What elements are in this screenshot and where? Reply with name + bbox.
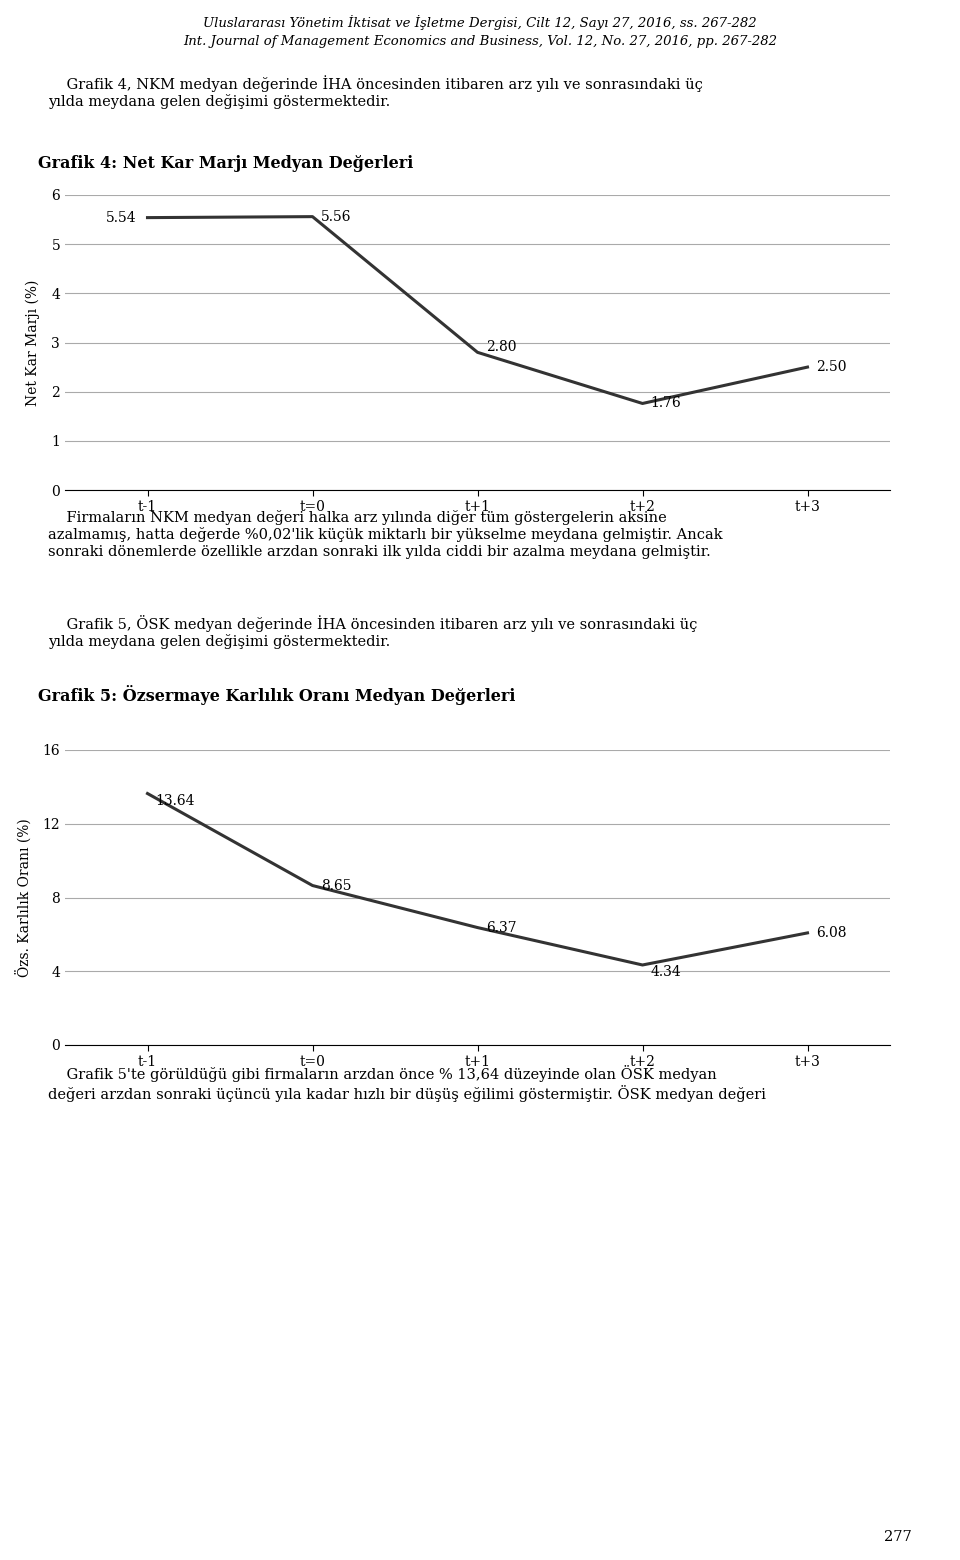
Text: 8.65: 8.65	[321, 878, 351, 892]
Y-axis label: Net Kar Marjı (%): Net Kar Marjı (%)	[26, 279, 40, 406]
Text: 5.56: 5.56	[321, 209, 351, 223]
Text: Grafik 4: Net Kar Marjı Medyan Değerleri: Grafik 4: Net Kar Marjı Medyan Değerleri	[38, 154, 414, 172]
Text: 2.80: 2.80	[486, 340, 516, 354]
Text: Grafik 5'te görüldüğü gibi firmaların arzdan önce % 13,64 düzeyinde olan ÖSK med: Grafik 5'te görüldüğü gibi firmaların ar…	[48, 1065, 766, 1101]
Text: Firmaların NKM medyan değeri halka arz yılında diğer tüm göstergelerin aksine
az: Firmaların NKM medyan değeri halka arz y…	[48, 510, 723, 558]
Text: Grafik 4, NKM medyan değerinde İHA öncesinden itibaren arz yılı ve sonrasındaki : Grafik 4, NKM medyan değerinde İHA önces…	[48, 75, 703, 109]
Text: Grafik 5, ÖSK medyan değerinde İHA öncesinden itibaren arz yılı ve sonrasındaki : Grafik 5, ÖSK medyan değerinde İHA önces…	[48, 615, 697, 649]
Text: Grafik 5: Özsermaye Karlılık Oranı Medyan Değerleri: Grafik 5: Özsermaye Karlılık Oranı Medya…	[38, 685, 516, 705]
Text: 6.08: 6.08	[816, 927, 847, 939]
Text: 5.54: 5.54	[107, 211, 137, 225]
Y-axis label: Özs. Karlılık Oranı (%): Özs. Karlılık Oranı (%)	[15, 817, 32, 977]
Text: 13.64: 13.64	[156, 794, 195, 808]
Text: 6.37: 6.37	[486, 920, 516, 934]
Text: Uluslararası Yönetim İktisat ve İşletme Dergisi, Cilt 12, Sayı 27, 2016, ss. 267: Uluslararası Yönetim İktisat ve İşletme …	[204, 16, 756, 30]
Text: 4.34: 4.34	[651, 966, 682, 980]
Text: Int. Journal of Management Economics and Business, Vol. 12, No. 27, 2016, pp. 26: Int. Journal of Management Economics and…	[183, 34, 777, 48]
Text: 1.76: 1.76	[651, 396, 682, 410]
Text: 2.50: 2.50	[816, 360, 847, 374]
Text: 277: 277	[884, 1530, 912, 1544]
